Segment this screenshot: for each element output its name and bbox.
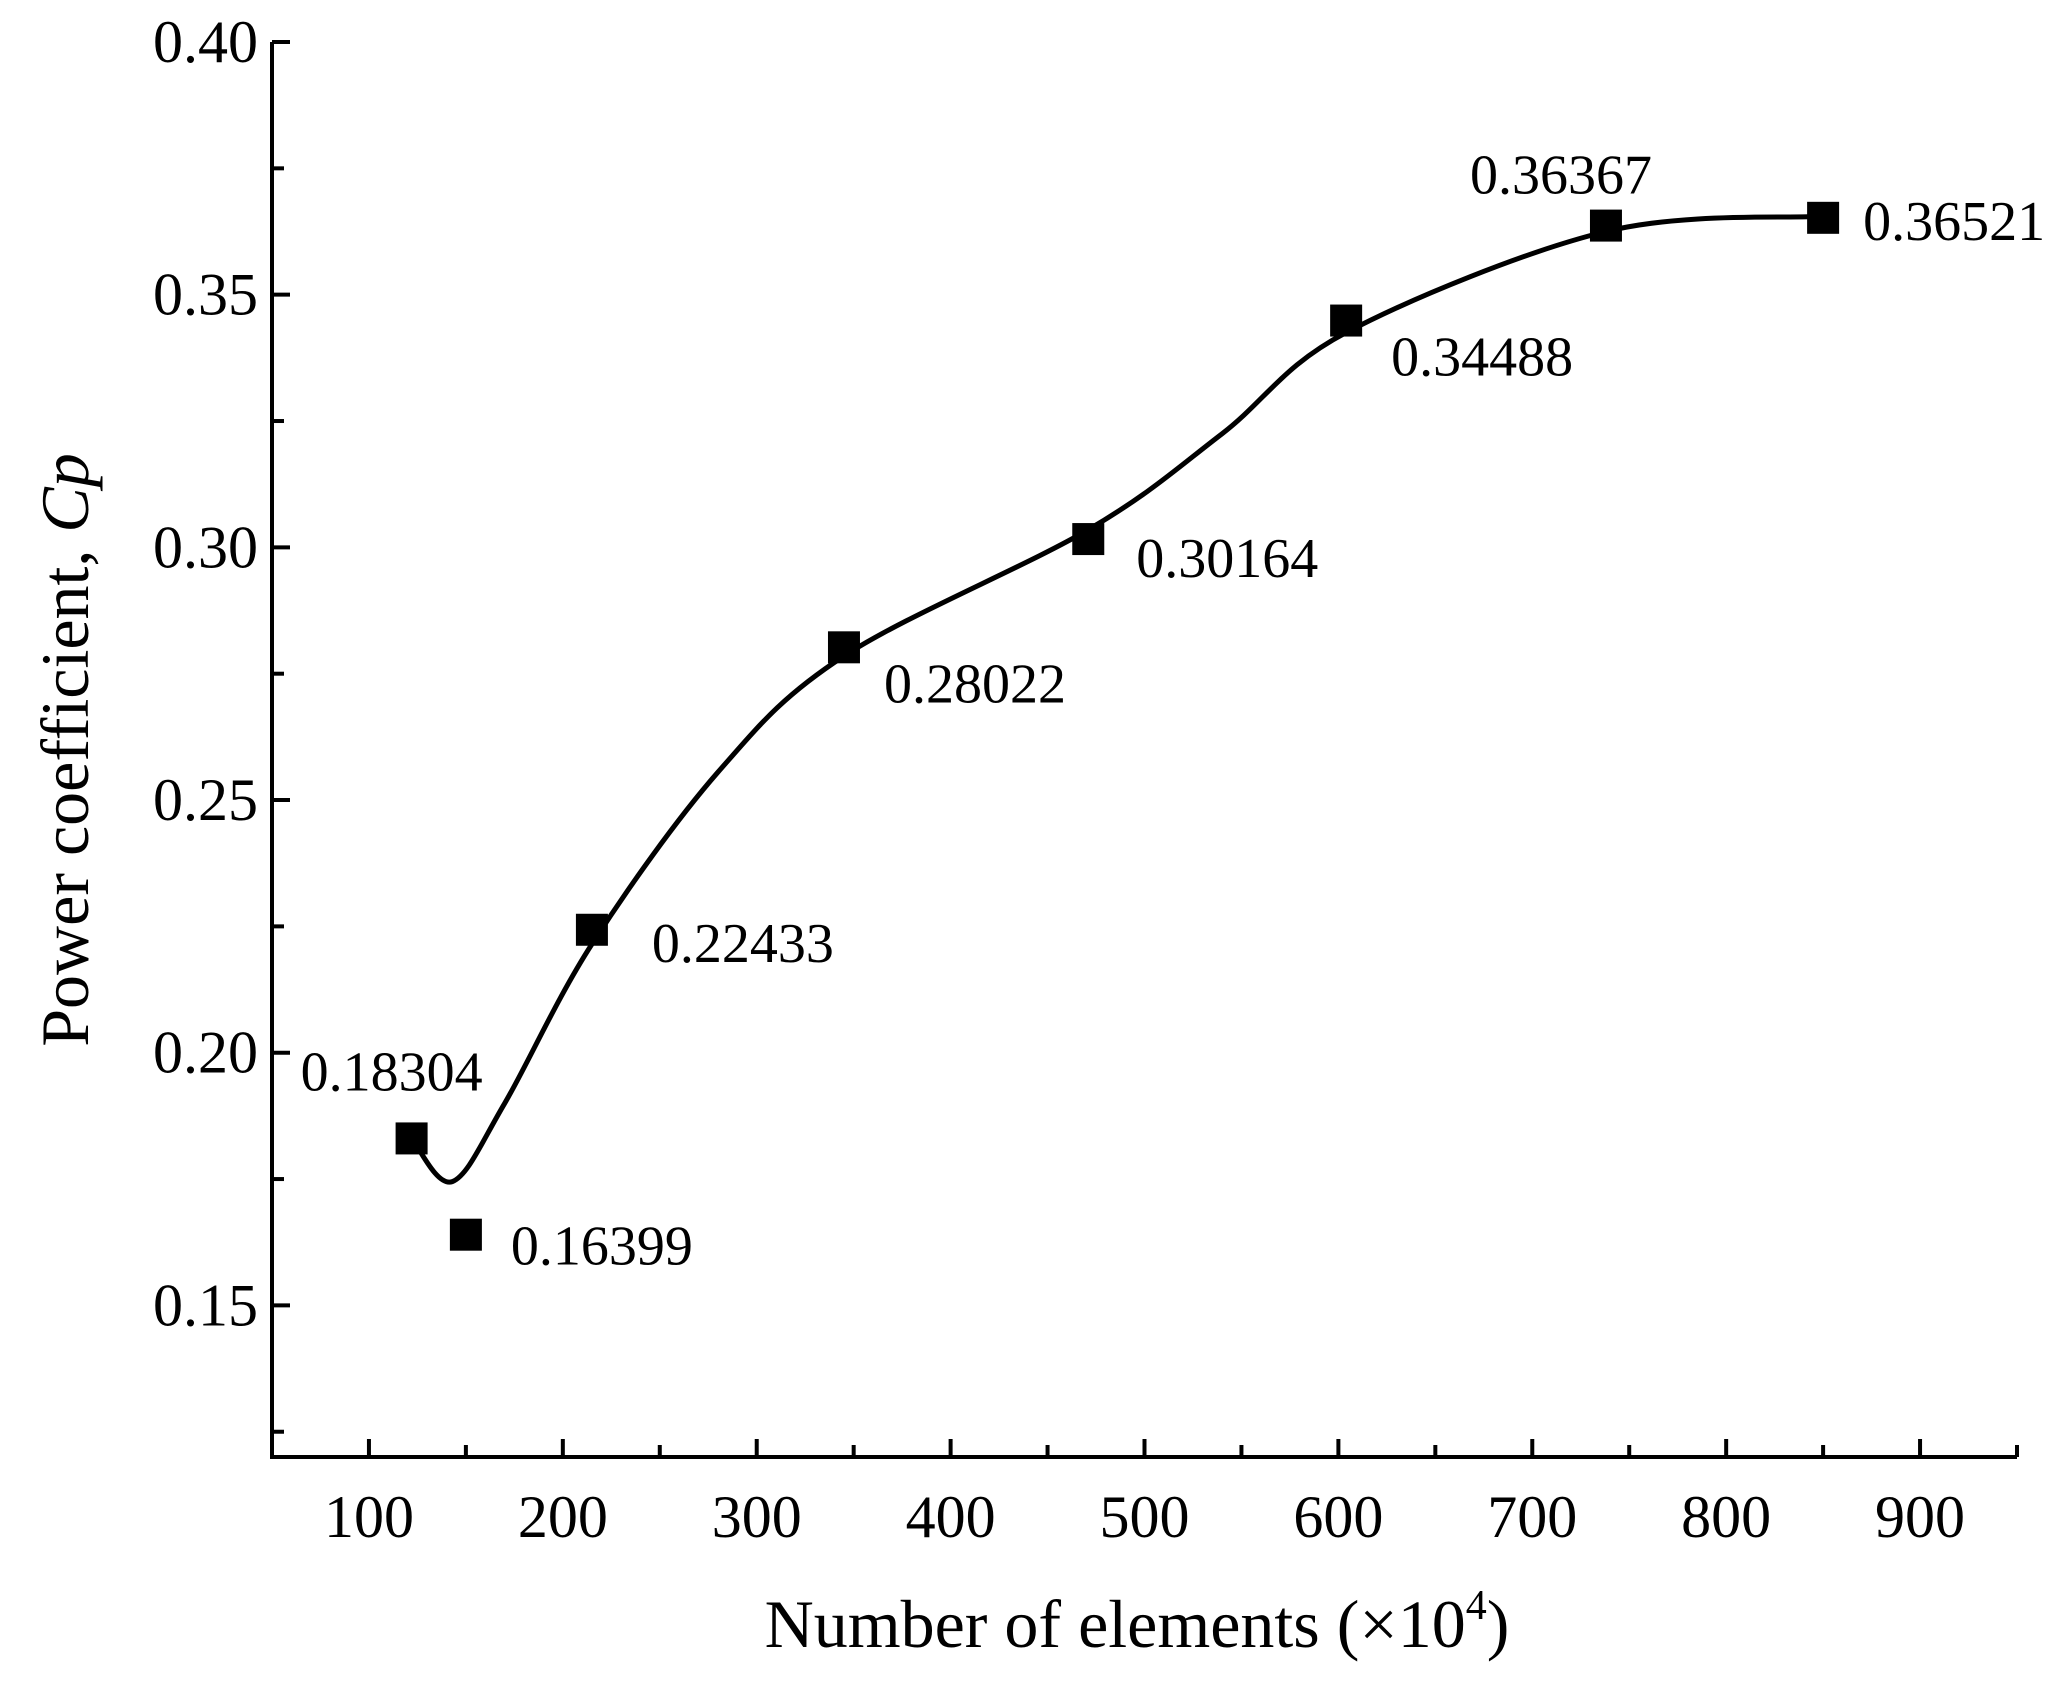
y-axis-title-text: Power coefficient, bbox=[27, 533, 103, 1047]
data-value-label: 0.30164 bbox=[1136, 528, 1318, 590]
data-value-label: 0.16399 bbox=[511, 1216, 693, 1278]
data-point-marker bbox=[575, 913, 608, 946]
data-value-label: 0.36521 bbox=[1863, 191, 2045, 253]
y-tick-label: 0.40 bbox=[153, 9, 258, 75]
x-axis-title: Number of elements (×104) bbox=[765, 1583, 1510, 1662]
fit-curve-group bbox=[409, 213, 1826, 1185]
data-value-label: 0.34488 bbox=[1391, 327, 1573, 389]
x-tick-label: 900 bbox=[1875, 1484, 1965, 1550]
x-tick-label: 200 bbox=[518, 1484, 608, 1550]
data-point-marker bbox=[1807, 201, 1840, 234]
data-value-label: 0.28022 bbox=[884, 653, 1066, 715]
y-tick-label: 0.25 bbox=[153, 767, 258, 833]
y-tick-label: 0.35 bbox=[153, 262, 258, 328]
x-axis-title-text: Number of elements (×10 bbox=[765, 1586, 1466, 1662]
x-tick-label: 100 bbox=[324, 1484, 414, 1550]
y-axis-title: Power coefficient, Cp bbox=[27, 453, 103, 1047]
data-point-marker bbox=[1589, 209, 1622, 242]
y-tick-label: 0.30 bbox=[153, 514, 258, 580]
data-point-marker bbox=[827, 631, 860, 664]
data-markers bbox=[395, 201, 1840, 1251]
data-value-label: 0.18304 bbox=[301, 1041, 483, 1103]
data-point-marker bbox=[395, 1122, 428, 1155]
y-tick-label: 0.15 bbox=[153, 1272, 258, 1338]
x-tick-label: 600 bbox=[1293, 1484, 1383, 1550]
data-point-marker bbox=[449, 1218, 482, 1251]
y-axis-title-symbol: Cp bbox=[27, 453, 103, 532]
x-tick-label: 500 bbox=[1100, 1484, 1190, 1550]
x-tick-label: 300 bbox=[712, 1484, 802, 1550]
ticks: 100 200 300 400 500 600 700 800 900 0.15 0.20 0.25 0… bbox=[153, 9, 2019, 1550]
data-value-label: 0.22433 bbox=[652, 913, 834, 975]
data-value-label: 0.36367 bbox=[1470, 145, 1652, 207]
data-point-marker bbox=[1072, 523, 1105, 556]
x-axis-title-sup: 4 bbox=[1466, 1583, 1487, 1629]
y-tick-label: 0.20 bbox=[153, 1020, 258, 1086]
data-point-marker bbox=[1330, 304, 1363, 337]
x-tick-label: 700 bbox=[1487, 1484, 1577, 1550]
x-axis-title-close: ) bbox=[1487, 1586, 1510, 1662]
x-tick-label: 400 bbox=[906, 1484, 996, 1550]
x-tick-label: 800 bbox=[1681, 1484, 1771, 1550]
fit-curve bbox=[409, 213, 1826, 1185]
data-labels: 0.18304 0.16399 0.22433 0.28022 0.30164 0.344… bbox=[301, 145, 2046, 1278]
